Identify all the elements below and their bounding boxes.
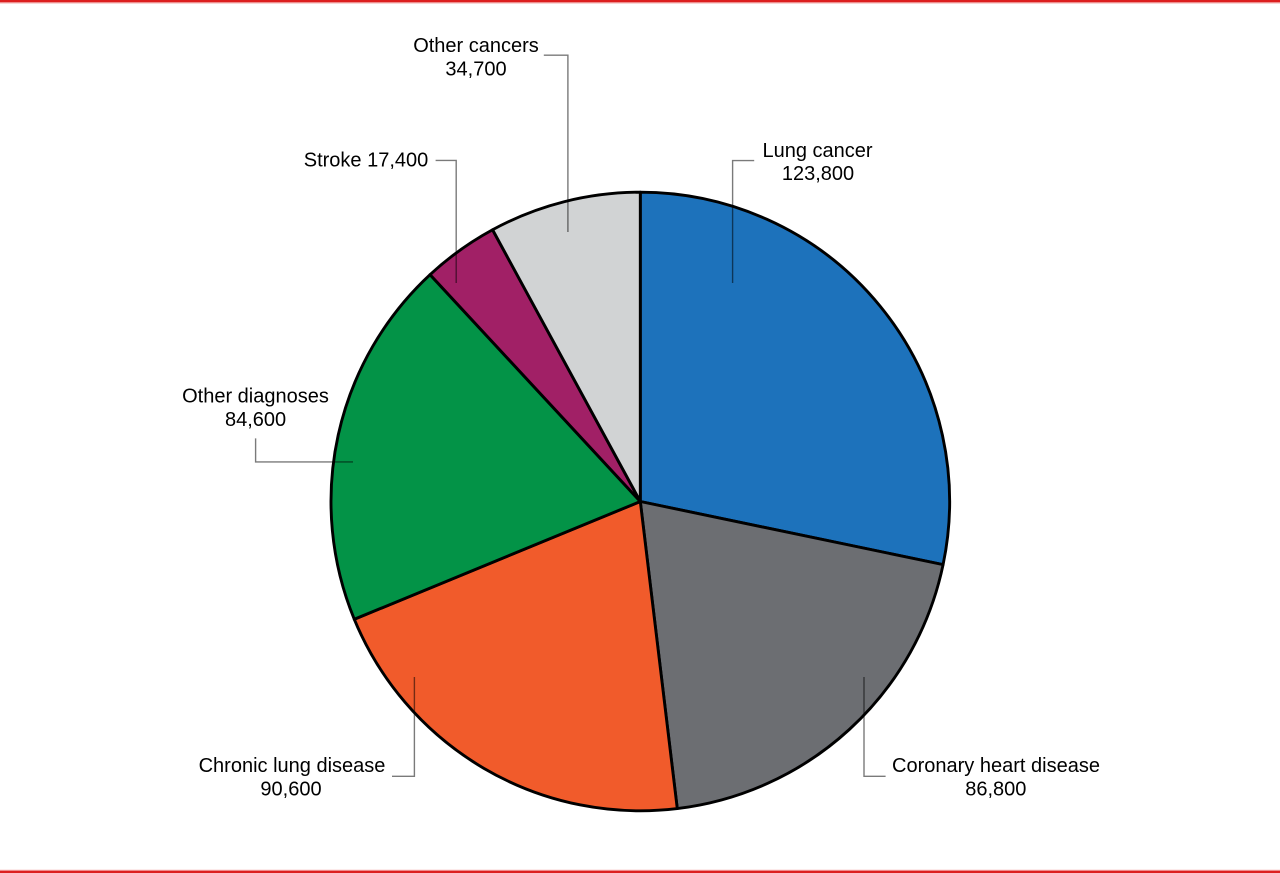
- svg-text:Chronic lung disease: Chronic lung disease: [199, 755, 386, 777]
- svg-text:Other cancers: Other cancers: [413, 35, 539, 57]
- svg-text:90,600: 90,600: [260, 779, 321, 801]
- svg-text:84,600: 84,600: [225, 409, 286, 431]
- svg-text:Lung cancer: Lung cancer: [762, 140, 872, 162]
- svg-text:123,800: 123,800: [782, 163, 854, 185]
- svg-text:86,800: 86,800: [965, 779, 1026, 801]
- svg-text:Coronary heart disease: Coronary heart disease: [892, 755, 1100, 777]
- svg-text:Stroke 17,400: Stroke 17,400: [304, 150, 429, 172]
- svg-text:Other diagnoses: Other diagnoses: [182, 385, 329, 407]
- svg-text:34,700: 34,700: [445, 58, 506, 80]
